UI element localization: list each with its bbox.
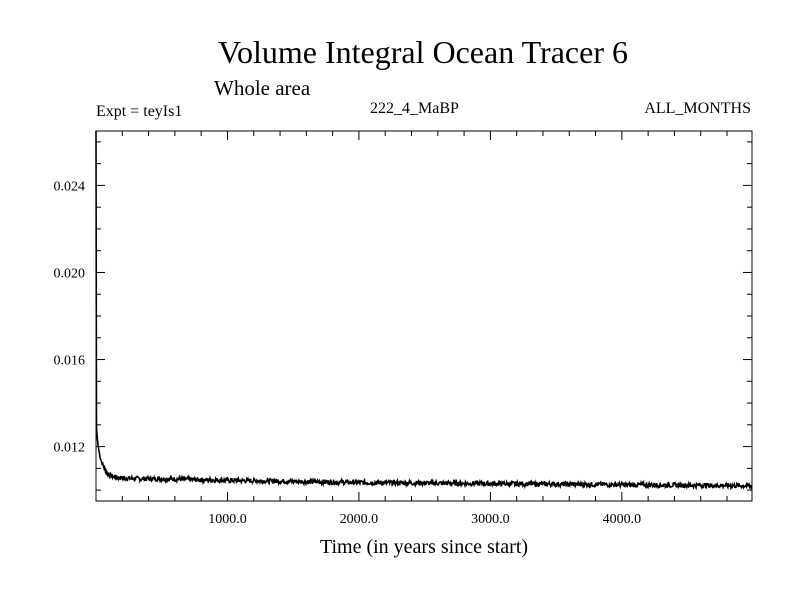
x-tick-label: 4000.0 — [603, 512, 642, 527]
period-label: 222_4_MaBP — [370, 100, 459, 117]
experiment-label: Expt = teyIs1 — [96, 103, 183, 120]
months-label: ALL_MONTHS — [644, 100, 751, 117]
plot-frame — [95, 130, 753, 502]
x-axis-label: Time (in years since start) — [319, 536, 529, 558]
series-line — [95, 130, 753, 491]
chart-title: Volume Integral Ocean Tracer 6 — [218, 34, 628, 70]
y-tick-label: 0.012 — [54, 441, 86, 456]
y-tick-label: 0.024 — [54, 179, 86, 194]
y-tick-label: 0.020 — [54, 266, 86, 281]
chart-subtitle: Whole area — [214, 76, 311, 100]
y-tick-label: 0.016 — [54, 354, 86, 369]
x-tick-label: 2000.0 — [340, 512, 379, 527]
x-tick-label: 1000.0 — [208, 512, 247, 527]
x-tick-label: 3000.0 — [471, 512, 510, 527]
